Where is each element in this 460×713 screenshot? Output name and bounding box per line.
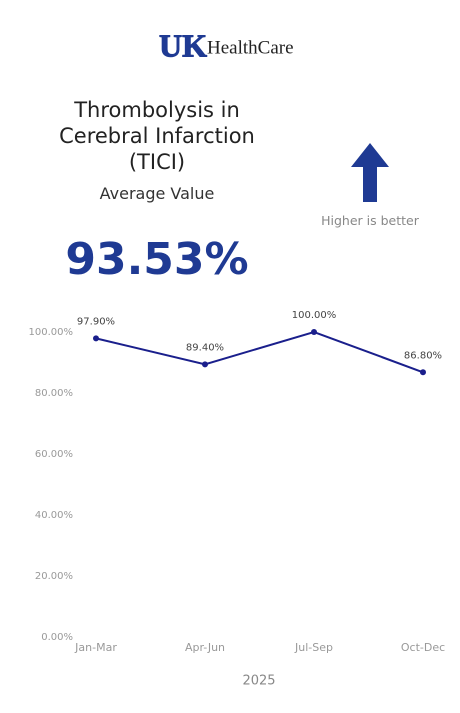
- metric-subtitle: Average Value: [99, 184, 215, 203]
- y-tick-label: 20.00%: [35, 571, 73, 582]
- data-label: 89.40%: [186, 342, 224, 353]
- y-tick-label: 40.00%: [35, 510, 73, 521]
- logo-text: HealthCare: [207, 37, 294, 58]
- up-arrow: [351, 143, 389, 202]
- metric-title: Thrombolysis in Cerebral Infarction (TIC…: [59, 98, 255, 174]
- x-tick-label: Jul-Sep: [294, 641, 333, 654]
- point: [202, 361, 208, 368]
- point: [93, 335, 99, 342]
- x-tick-label: Oct-Dec: [401, 641, 445, 654]
- data-label: 100.00%: [292, 310, 337, 321]
- logo-mark: UK: [159, 27, 207, 63]
- chart: 2025 0.00% 20.00% 40.00% 60.00% 80.00% 100.00…: [29, 310, 446, 689]
- x-tick-label: Apr-Jun: [185, 641, 225, 654]
- metric-value: 93.53%: [65, 234, 249, 285]
- y-tick-label: 80.00%: [35, 388, 73, 399]
- direction-note: Higher is better: [321, 213, 419, 228]
- x-axis-label: 2025: [242, 674, 275, 689]
- point: [420, 369, 426, 376]
- logo: UK HealthCare: [159, 27, 294, 64]
- y-tick-label: 100.00%: [29, 327, 74, 338]
- point: [311, 329, 317, 335]
- y-tick-label: 60.00%: [35, 449, 73, 460]
- data-label: 86.80%: [404, 350, 442, 361]
- data-label: 97.90%: [77, 316, 115, 327]
- y-tick-label: 0.00%: [41, 632, 73, 643]
- line: [95, 330, 424, 374]
- x-tick-label: Jan-Mar: [74, 641, 117, 654]
